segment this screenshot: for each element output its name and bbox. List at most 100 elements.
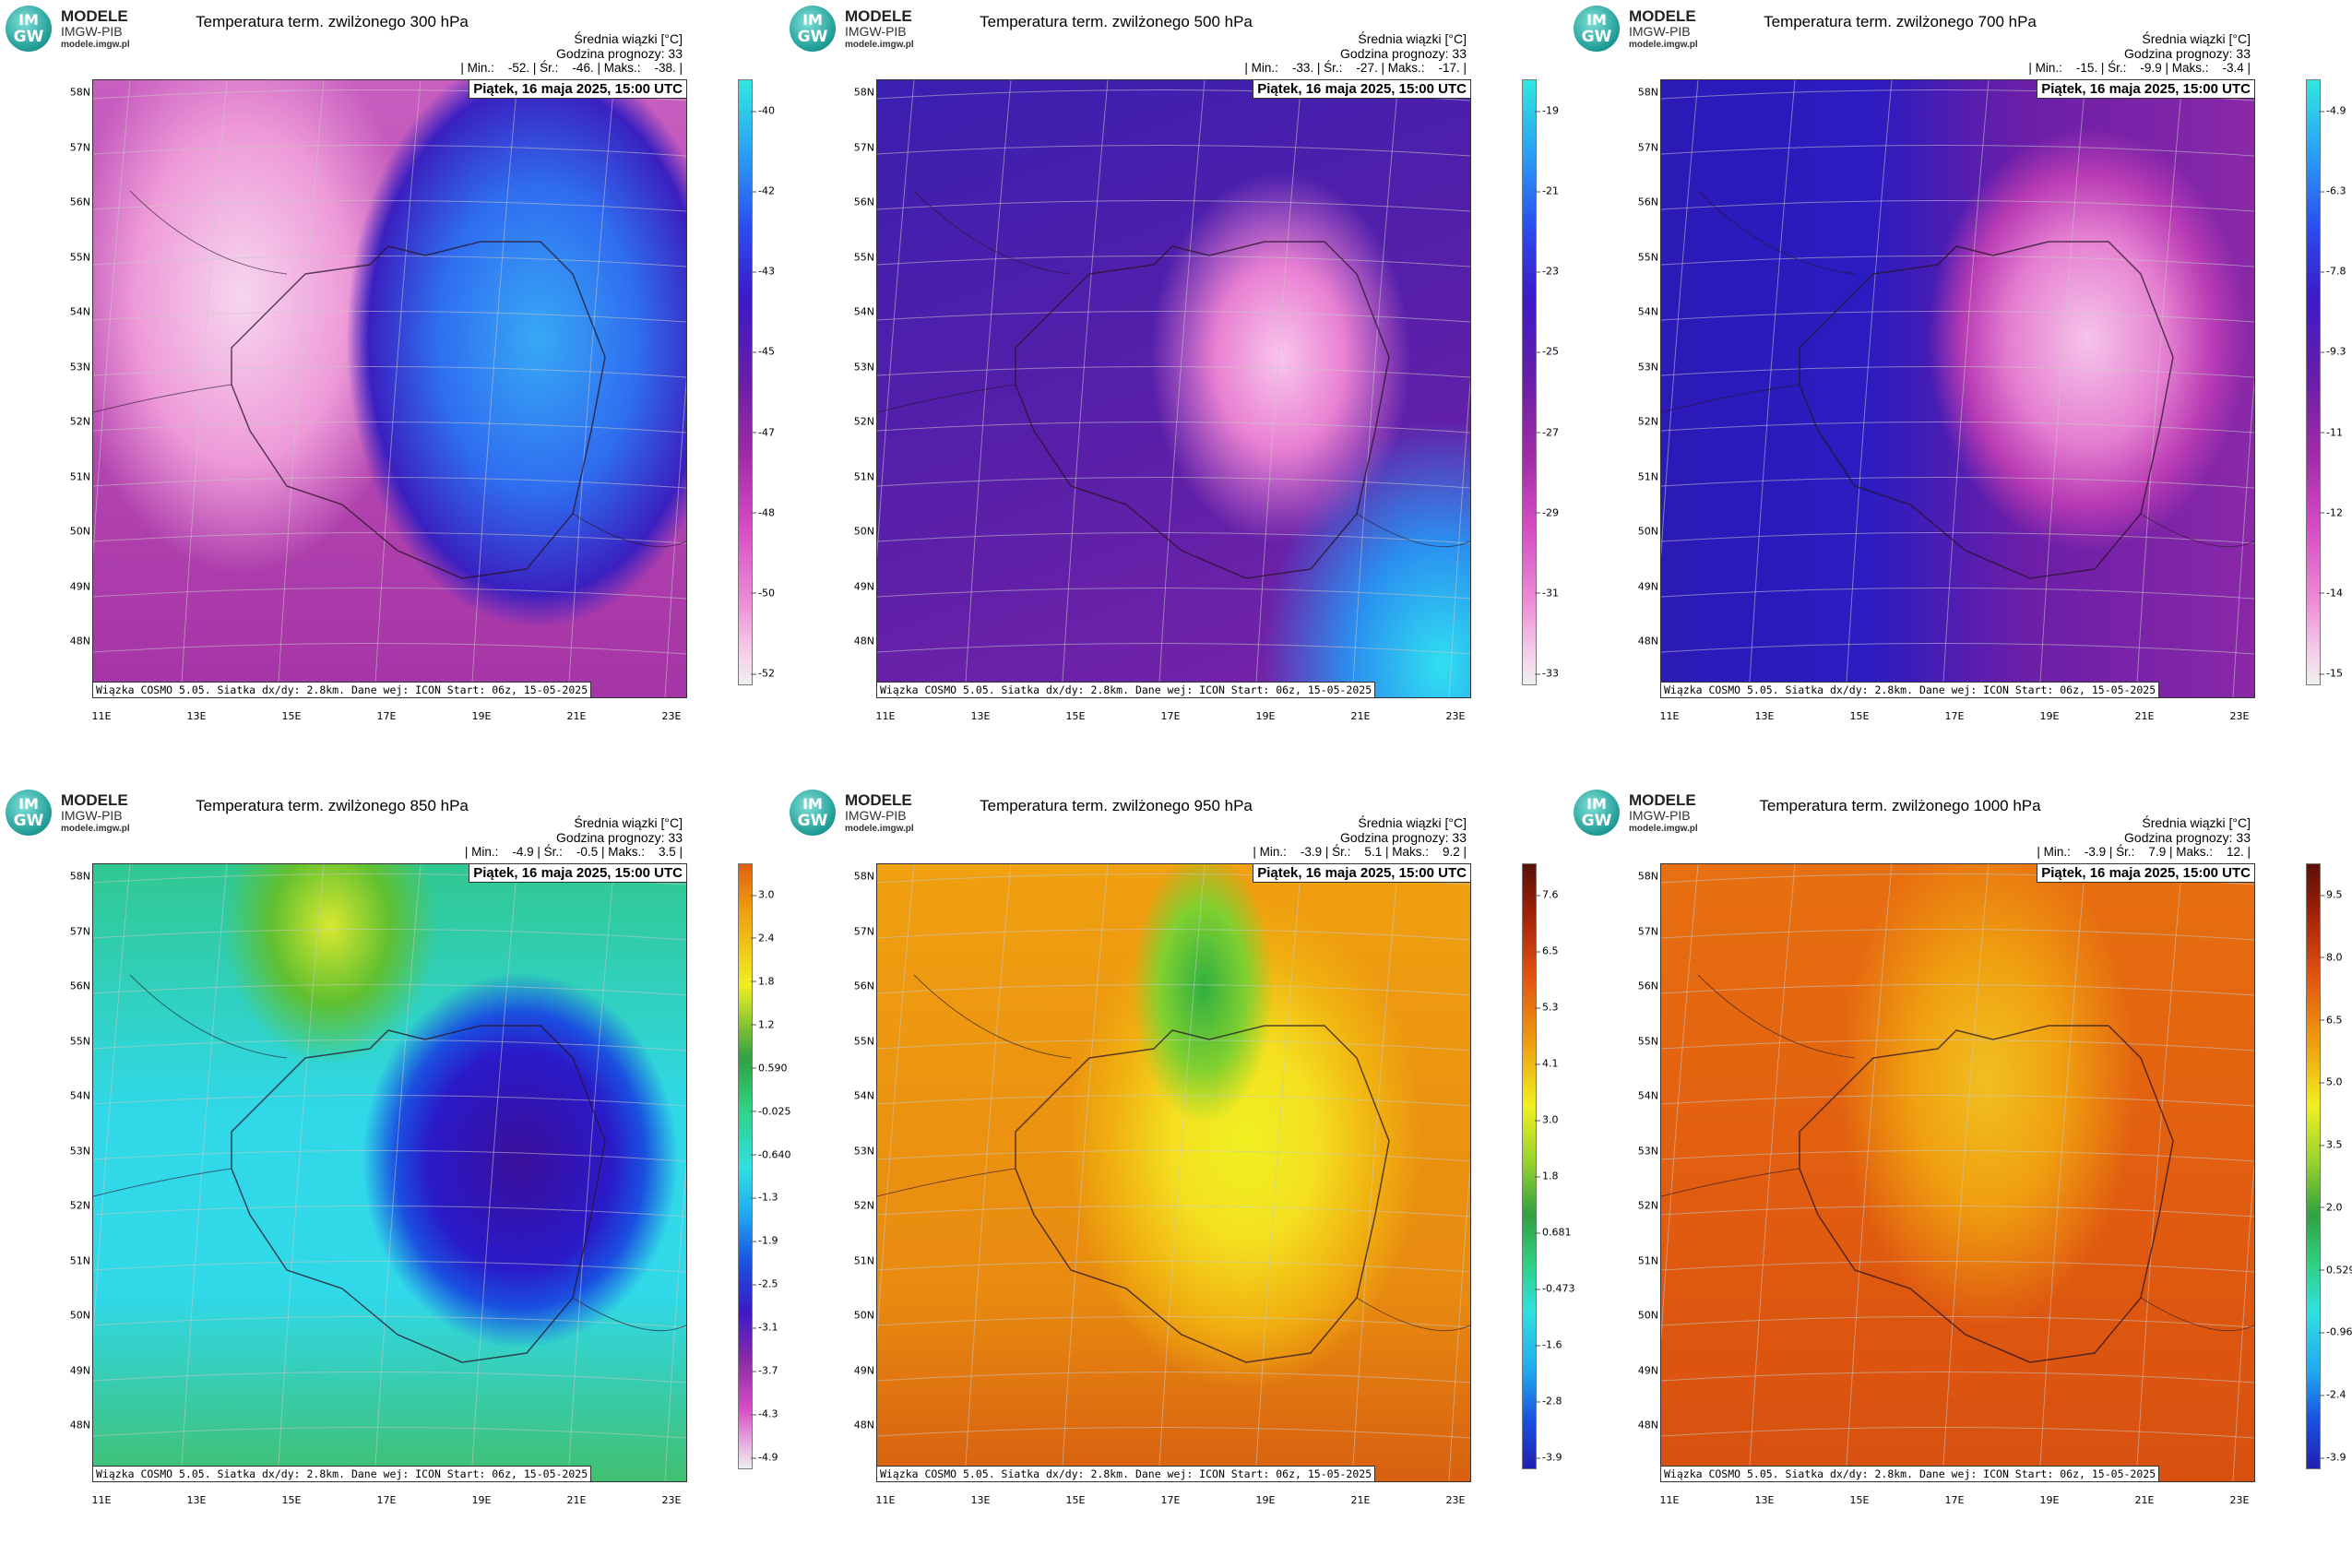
emblem-top-text: IM xyxy=(18,795,39,813)
longitude-label: 21E xyxy=(566,1494,587,1506)
longitude-label: 19E xyxy=(2039,1494,2060,1506)
parallel-line xyxy=(93,1260,686,1273)
latitude-label: 54N xyxy=(853,1089,874,1102)
parallel-line xyxy=(1661,1205,2254,1218)
logo-url: modele.imgw.pl xyxy=(845,40,914,50)
colorbar-tick-label: -4.3 xyxy=(750,1408,778,1420)
parallel-line xyxy=(93,199,686,212)
colorbar-tick-label: 0.681 xyxy=(1535,1226,1572,1239)
meridian-line xyxy=(1158,864,1206,1481)
imgw-logo: IM GW MODELE IMGW-PIB modele.imgw.pl xyxy=(6,6,144,53)
parallel-line xyxy=(877,1426,1470,1439)
unit-line: Średnia wiązki [°C] xyxy=(2142,31,2251,46)
imgw-emblem-icon: IM GW xyxy=(1574,790,1620,836)
colorbar-tick-label: 2.4 xyxy=(751,932,775,944)
colorbar-tick-label: -48 xyxy=(751,506,775,519)
parallel-line xyxy=(1661,310,2254,323)
longitude-label: 19E xyxy=(1255,1494,1276,1506)
colorbar-tick-label: -2.5 xyxy=(750,1277,778,1290)
map-canvas: Piątek, 16 maja 2025, 15:00 UTC Wiązka CO… xyxy=(92,863,687,1482)
latitude-label: 52N xyxy=(1637,415,1658,428)
meridian-line xyxy=(277,864,325,1481)
latitude-label: 49N xyxy=(853,1364,874,1376)
longitude-label: 13E xyxy=(1754,710,1775,722)
colorbar xyxy=(1522,863,1537,1469)
parallel-line xyxy=(1661,1260,2254,1273)
latitude-label: 48N xyxy=(69,635,90,647)
map-panel: IM GW MODELE IMGW-PIB modele.imgw.pl Temperat… xyxy=(784,784,1574,1568)
imgw-emblem-icon: IM GW xyxy=(1574,6,1620,52)
latitude-label: 54N xyxy=(853,305,874,318)
map-panel: IM GW MODELE IMGW-PIB modele.imgw.pl Temperat… xyxy=(784,0,1568,784)
parallel-line xyxy=(1661,1149,2254,1162)
meridian-line xyxy=(567,80,615,697)
latitude-label: 50N xyxy=(69,525,90,538)
panel-title: Temperatura term. zwilżonego 700 hPa xyxy=(1764,13,2037,30)
colorbar xyxy=(738,863,753,1469)
colorbar-tick-label: -7.8 xyxy=(2318,265,2346,278)
latitude-label: 58N xyxy=(69,870,90,883)
colorbar-tick-label: -40 xyxy=(751,104,775,117)
colorbar-tick-label: -3.1 xyxy=(750,1321,778,1334)
latitude-label: 54N xyxy=(1637,305,1658,318)
forecast-date: Piątek, 16 maja 2025, 15:00 UTC xyxy=(469,80,686,99)
colorbar-tick-label: -42 xyxy=(751,184,775,197)
parallel-line xyxy=(93,255,686,267)
country-border xyxy=(1015,1025,1390,1363)
map-canvas: Piątek, 16 maja 2025, 15:00 UTC Wiązka CO… xyxy=(876,79,1471,698)
stats-line: | Min.: -3.9 | Śr.: 7.9 | Maks.: 12. | xyxy=(2037,845,2251,859)
stats-line: | Min.: -52. | Śr.: -46. | Maks.: -38. | xyxy=(460,61,683,75)
meridian-line xyxy=(1661,864,1699,1343)
parallel-line xyxy=(877,310,1470,323)
map-panel: IM GW MODELE IMGW-PIB modele.imgw.pl Temperat… xyxy=(1568,784,2352,1568)
forecast-hour-line: Godzina prognozy: 33 xyxy=(556,830,683,845)
parallel-line xyxy=(93,1426,686,1439)
parallel-line xyxy=(93,983,686,996)
meridian-line xyxy=(1448,1160,1470,1481)
coastline xyxy=(1661,974,2254,1332)
unit-line: Średnia wiązki [°C] xyxy=(1358,31,1467,46)
longitude-label: 17E xyxy=(1160,1494,1181,1506)
colorbar-tick-label: 0.529 xyxy=(2319,1264,2352,1276)
longitude-label: 11E xyxy=(1659,710,1680,722)
parallel-line xyxy=(1661,928,2254,941)
unit-line: Średnia wiązki [°C] xyxy=(2142,815,2251,830)
parallel-line xyxy=(1661,1426,2254,1439)
colorbar-tick-label: 2.0 xyxy=(2319,1201,2343,1214)
colorbar-tick-label: -0.640 xyxy=(750,1148,791,1161)
coastline xyxy=(93,974,686,1332)
parallel-line xyxy=(877,1315,1470,1328)
parallel-line xyxy=(877,476,1470,489)
parallel-line xyxy=(877,1260,1470,1273)
latitude-label: 49N xyxy=(853,580,874,592)
colorbar-tick-label: -6.3 xyxy=(2318,184,2346,197)
colorbar-tick-label: -25 xyxy=(1535,345,1559,358)
parallel-line xyxy=(1661,983,2254,996)
unit-line: Średnia wiązki [°C] xyxy=(574,815,683,830)
latitude-label: 49N xyxy=(69,1364,90,1376)
imgw-logo: IM GW MODELE IMGW-PIB modele.imgw.pl xyxy=(6,790,144,837)
logo-url: modele.imgw.pl xyxy=(1629,824,1698,834)
forecast-hour-line: Godzina prognozy: 33 xyxy=(556,46,683,61)
latitude-label: 55N xyxy=(1637,251,1658,263)
colorbar-tick-label: 3.0 xyxy=(751,888,775,901)
longitude-label: 17E xyxy=(1944,1494,1965,1506)
logo-url: modele.imgw.pl xyxy=(845,824,914,834)
colorbar-tick-label: -11 xyxy=(2319,426,2343,439)
meridian-line xyxy=(1351,864,1399,1481)
meridian-line xyxy=(470,864,518,1481)
latitude-label: 56N xyxy=(853,980,874,992)
colorbar-tick-label: -1.9 xyxy=(750,1234,778,1247)
colorbar-tick-label: 3.5 xyxy=(2319,1138,2343,1151)
colorbar-tick-label: 9.5 xyxy=(2319,888,2343,901)
colorbar-tick-label: -9.3 xyxy=(2318,345,2346,358)
forecast-date: Piątek, 16 maja 2025, 15:00 UTC xyxy=(1253,80,1470,99)
latitude-label: 50N xyxy=(69,1309,90,1322)
parallel-line xyxy=(1661,587,2254,600)
latitude-label: 48N xyxy=(853,1419,874,1431)
colorbar-tick-label: -3.9 xyxy=(1534,1451,1562,1464)
logo-org: IMGW-PIB xyxy=(61,24,123,39)
panel-title: Temperatura term. zwilżonego 300 hPa xyxy=(196,13,469,30)
parallel-line xyxy=(1661,365,2254,378)
stats-line: | Min.: -15. | Śr.: -9.9 | Maks.: -3.4 | xyxy=(2028,61,2251,75)
